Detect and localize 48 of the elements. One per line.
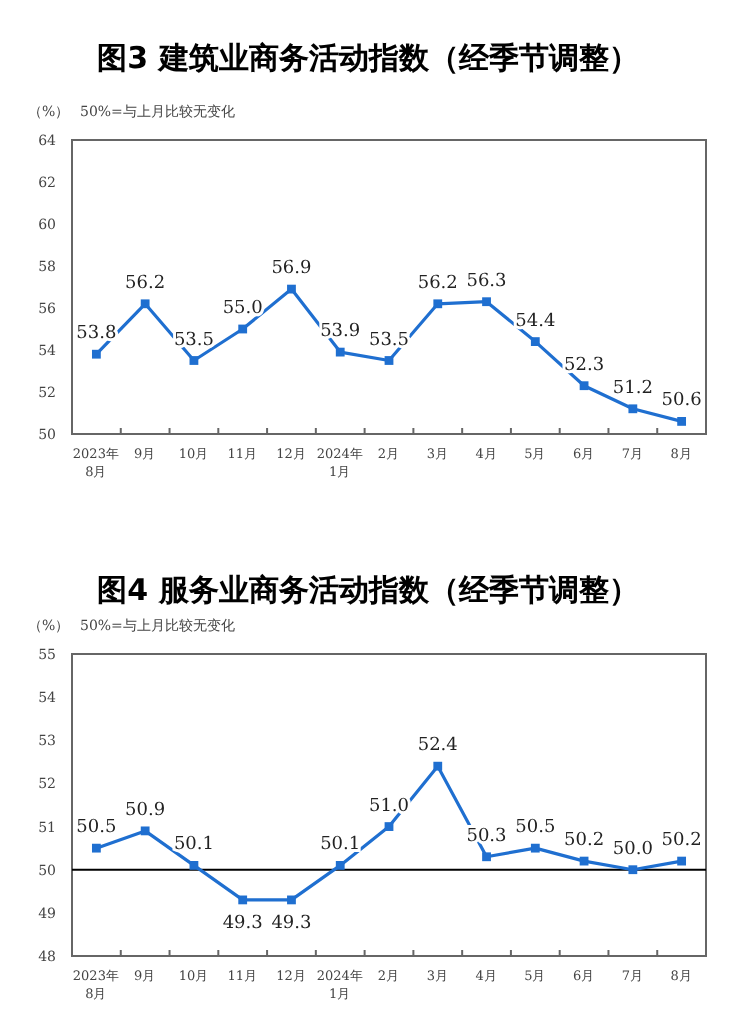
text: 56.3 [466,271,507,292]
text: 50.9 [125,800,166,821]
text: 49.3 [271,913,312,934]
text: 53.8 [76,324,117,345]
point [238,324,248,334]
point [335,347,345,357]
text: 52.4 [417,736,458,757]
text: 50.2 [564,831,605,852]
point [238,895,248,905]
chart-title: 图3 建筑业商务活动指数（经季节调整） [97,40,639,76]
point [433,299,443,309]
point [287,895,296,905]
text: 52.3 [564,355,605,376]
text: 56.2 [125,273,166,294]
text: 54.4 [515,311,556,332]
point [482,297,491,307]
point [91,843,101,853]
point [677,417,687,426]
point [530,337,540,346]
point [189,861,199,870]
point [384,822,394,831]
point [579,381,589,391]
text: 50.1 [173,835,214,856]
text: 50.5 [515,818,556,839]
point [140,299,150,309]
point [287,284,296,294]
point [189,356,199,365]
text: 49.3 [222,913,263,934]
text: 50.2 [661,831,702,852]
text: 56.9 [271,259,312,280]
point [530,843,540,853]
point [433,761,443,771]
text: 56.2 [417,273,458,294]
text: 50.0 [612,839,653,860]
text: 50.1 [320,835,361,856]
text: 51.2 [612,378,653,399]
point [628,865,638,875]
point [140,826,150,836]
point [335,861,345,870]
text: 55.0 [222,299,263,319]
point [384,356,394,365]
point [628,404,638,414]
text: 50.6 [661,391,702,412]
point [482,852,491,862]
point [677,856,687,866]
chart-title: 图4 服务业商务活动指数（经季节调整） [97,572,639,608]
text: 50.5 [76,818,117,839]
point [91,349,101,359]
